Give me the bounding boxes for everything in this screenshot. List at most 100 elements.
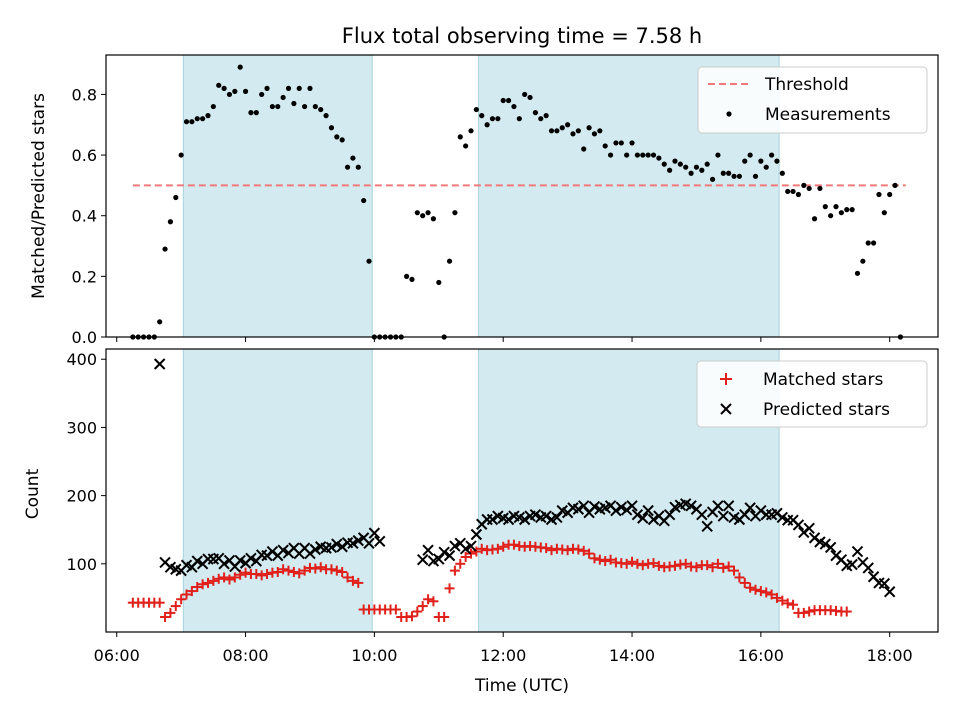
- measurement-point: [844, 207, 850, 213]
- predicted-stars-point: [615, 501, 628, 513]
- matched-stars-point: [498, 541, 509, 552]
- measurement-point: [167, 219, 174, 225]
- measurement-point: [602, 143, 608, 149]
- measurement-point: [505, 97, 512, 104]
- predicted-stars-point: [862, 562, 874, 574]
- matched-stars-point: [406, 611, 417, 622]
- matched-stars-point: [390, 604, 401, 615]
- matched-stars-point: [219, 572, 230, 583]
- measurement-point: [457, 134, 463, 140]
- predicted-stars-point: [588, 500, 601, 513]
- measurement-point: [323, 113, 329, 119]
- matched-stars-point: [718, 562, 729, 573]
- predicted-stars-point: [846, 558, 858, 571]
- matched-stars-point: [707, 562, 718, 573]
- predicted-stars-point: [572, 503, 585, 515]
- measurement-point: [822, 204, 828, 210]
- measurement-point: [597, 128, 603, 134]
- measurement-point: [511, 103, 517, 110]
- measurement-point: [328, 125, 335, 131]
- matched-stars-point: [648, 558, 659, 569]
- predicted-stars-point: [739, 509, 751, 521]
- matched-stars-point: [691, 562, 702, 573]
- bottom-legend-box: [696, 360, 928, 428]
- measurement-point: [607, 152, 614, 158]
- measurement-point: [189, 119, 195, 125]
- matched-stars-point: [471, 546, 482, 557]
- measurement-point: [344, 164, 351, 170]
- y-tick-label: 0.4: [72, 207, 97, 226]
- measurement-point: [162, 246, 168, 252]
- measurement-point: [586, 125, 592, 131]
- measurement-point: [275, 103, 281, 110]
- matched-stars-point: [466, 548, 477, 559]
- measurement-point: [715, 152, 721, 158]
- matched-stars-point: [192, 581, 203, 592]
- measurement-point: [538, 116, 544, 122]
- y-tick-label: 400: [66, 350, 97, 369]
- predicted-stars-point: [540, 510, 552, 522]
- matched-stars-point: [235, 569, 246, 580]
- measurement-point: [731, 173, 737, 179]
- y-tick-label: 100: [66, 555, 97, 574]
- matched-stars-point: [755, 586, 766, 597]
- measurement-point: [860, 258, 866, 264]
- x-tick-label: 08:00: [223, 646, 269, 665]
- measurement-point: [650, 152, 657, 158]
- measurement-point: [430, 216, 437, 222]
- measurement-point: [269, 103, 275, 110]
- measurement-point: [339, 137, 345, 143]
- predicted-stars-point: [776, 511, 789, 524]
- matched-stars-point: [476, 543, 487, 554]
- measurement-point: [527, 94, 533, 101]
- matched-stars-point: [444, 583, 455, 594]
- measurement-point: [361, 197, 367, 204]
- measurement-point: [870, 240, 877, 246]
- matched-stars-point: [589, 553, 600, 564]
- measurement-point: [242, 88, 249, 94]
- measurement-point: [618, 140, 624, 146]
- predicted-stars-point: [792, 519, 805, 531]
- top-y-axis-label: Matched/Predicted stars: [29, 93, 49, 299]
- observing-window: [182, 54, 373, 338]
- bottom-panel: 100 200 300 400 06:00 08:00 10:00 12:00 14:00 16…: [23, 348, 939, 665]
- top-legend-box: [697, 66, 928, 134]
- predicted-stars-point: [245, 552, 257, 565]
- predicted-stars-point: [277, 544, 289, 556]
- predicted-stars-point: [443, 549, 456, 562]
- matched-stars-point: [729, 565, 740, 576]
- matched-stars-point: [294, 568, 305, 579]
- measurement-point: [881, 210, 887, 216]
- predicted-stars-point: [218, 558, 230, 570]
- matched-stars-point: [578, 545, 589, 556]
- matched-stars-point: [745, 582, 756, 593]
- measurement-point: [194, 116, 200, 122]
- measurement-point: [468, 128, 474, 134]
- measurement-point: [280, 94, 286, 101]
- predicted-stars-point: [744, 502, 756, 514]
- matched-stars-point: [621, 558, 632, 569]
- measurement-point: [425, 210, 431, 216]
- measurement-point: [285, 85, 292, 91]
- x-tick-label: 10:00: [351, 646, 397, 665]
- predicted-stars-point: [191, 555, 203, 567]
- matched-stars-point: [208, 575, 219, 586]
- matched-stars-point: [562, 545, 573, 556]
- matched-stars-point: [771, 592, 782, 603]
- matched-stars-point: [460, 551, 471, 562]
- bottom-legend: Matched stars Predicted stars: [696, 360, 928, 428]
- predicted-stars-point: [642, 504, 654, 517]
- measurement-point: [183, 119, 190, 125]
- matched-stars-point: [310, 563, 321, 574]
- matched-stars-point: [181, 589, 192, 600]
- measurement-point: [259, 91, 265, 98]
- matched-stars-point: [782, 598, 793, 609]
- measurement-point: [264, 85, 270, 91]
- matched-stars-point: [326, 564, 337, 575]
- matched-stars-point: [546, 545, 557, 556]
- predicted-stars-point: [631, 509, 644, 521]
- measurement-point: [699, 167, 705, 173]
- predicted-stars-point: [551, 511, 563, 524]
- matched-stars-point: [353, 577, 364, 588]
- measurement-point: [489, 116, 496, 122]
